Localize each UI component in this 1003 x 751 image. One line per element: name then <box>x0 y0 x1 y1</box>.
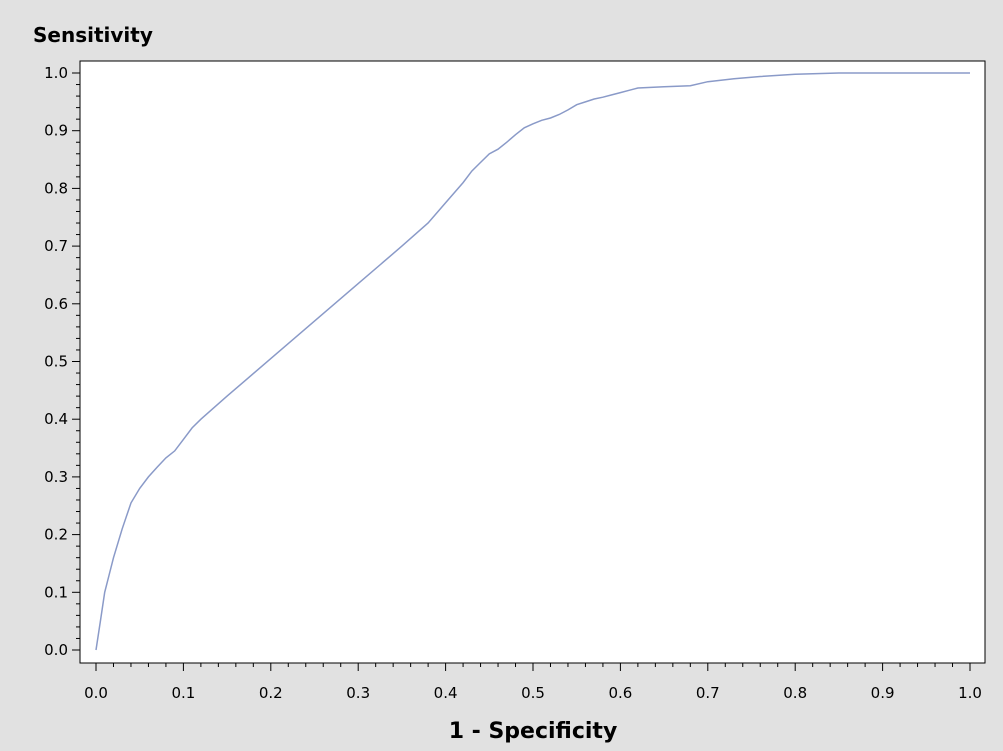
x-tick-label: 0.3 <box>346 684 370 702</box>
y-tick-label: 0.6 <box>44 295 68 313</box>
y-axis: 0.0 0.1 0.2 0.3 0.4 0.5 0.6 0.7 0.8 0.9 1.0 <box>44 64 80 659</box>
y-tick-label: 0.5 <box>44 353 68 371</box>
y-tick-label: 0.9 <box>44 122 68 140</box>
x-tick-label: 1.0 <box>958 684 982 702</box>
x-tick-label: 0.5 <box>521 684 545 702</box>
y-tick-label: 0.0 <box>44 641 68 659</box>
y-tick-label: 0.3 <box>44 468 68 486</box>
y-tick-label: 0.2 <box>44 526 68 544</box>
x-tick-label: 0.8 <box>783 684 807 702</box>
y-tick-label: 0.1 <box>44 583 68 601</box>
y-tick-label: 1.0 <box>44 64 68 82</box>
y-tick-label: 0.4 <box>44 410 68 428</box>
y-axis-title: Sensitivity <box>33 23 153 47</box>
plot-area <box>79 60 986 664</box>
x-tick-label: 0.4 <box>434 684 458 702</box>
x-tick-label: 0.6 <box>608 684 632 702</box>
roc-curve-line <box>95 72 970 651</box>
y-tick-label: 0.7 <box>44 237 68 255</box>
x-tick-label: 0.0 <box>84 684 108 702</box>
x-tick-label: 0.1 <box>171 684 195 702</box>
x-axis: 0.0 0.1 0.2 0.3 0.4 0.5 0.6 0.7 0.8 0.9 1.0 <box>84 663 982 702</box>
y-tick-label: 0.8 <box>44 179 68 197</box>
x-tick-label: 0.7 <box>696 684 720 702</box>
x-tick-label: 0.9 <box>871 684 895 702</box>
x-axis-title: 1 - Specificity <box>449 719 618 744</box>
x-tick-label: 0.2 <box>259 684 283 702</box>
